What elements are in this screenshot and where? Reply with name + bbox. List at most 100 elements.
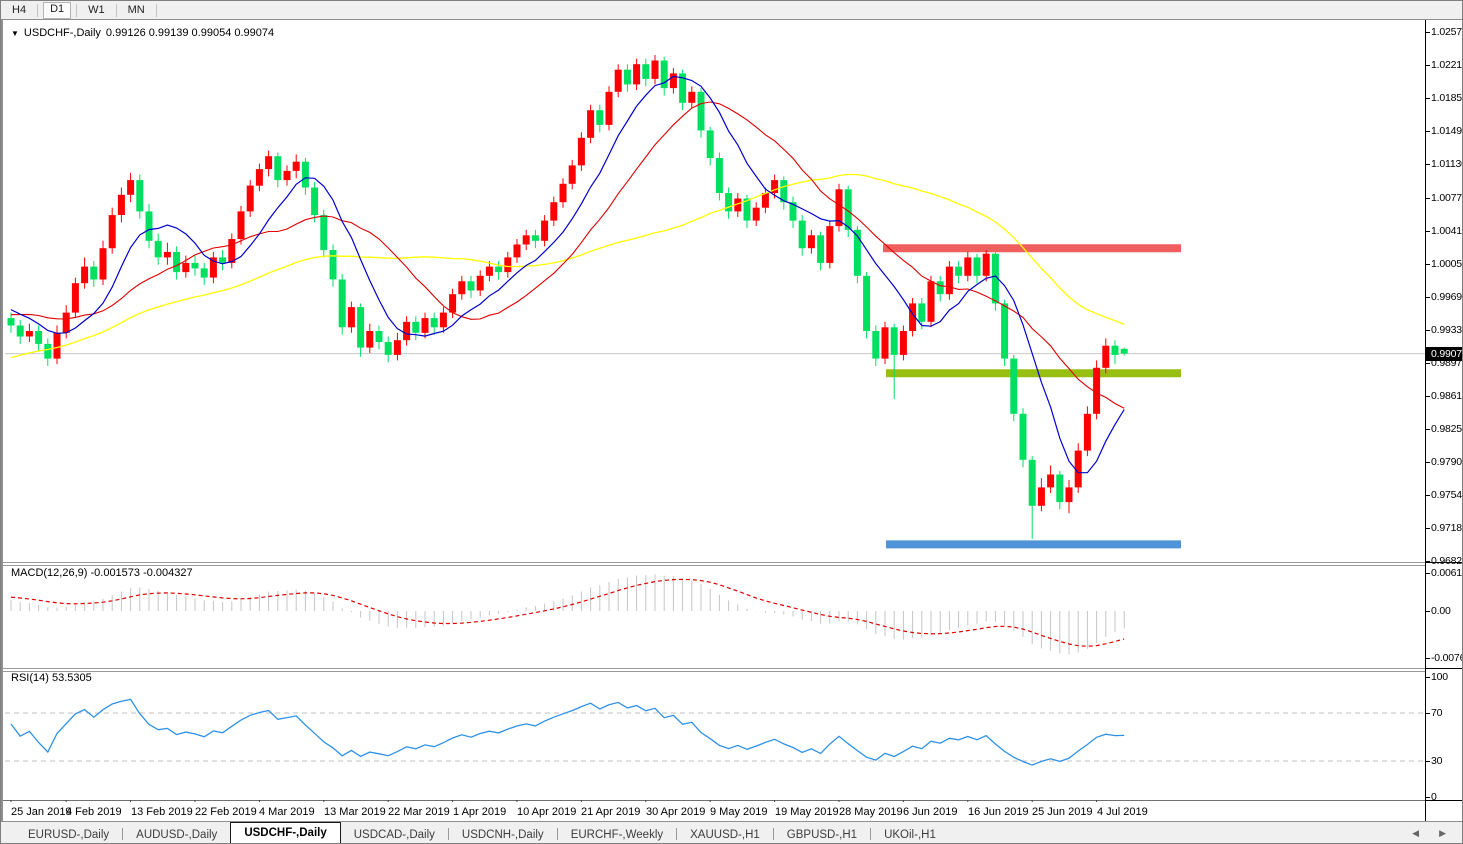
- axis-tick: [1426, 164, 1430, 165]
- price-axis-label: 1.02210: [1431, 59, 1462, 71]
- toolbar-separator: [115, 3, 117, 17]
- chart-canvas[interactable]: [3, 20, 1425, 821]
- chart-window: ▼ USDCHF-,Daily 0.99126 0.99139 0.99054 …: [1, 20, 1462, 821]
- chart-title: ▼ USDCHF-,Daily 0.99126 0.99139 0.99054 …: [11, 27, 274, 39]
- axis-tick: [1426, 65, 1430, 66]
- price-axis-label: 30: [1431, 755, 1443, 767]
- panel-separator: [1426, 562, 1462, 563]
- panel-separator: [1426, 800, 1462, 801]
- panel-separator: [1426, 668, 1462, 669]
- date-axis-label: 28 May 2019: [839, 806, 903, 818]
- price-axis-label: 1.02570: [1431, 26, 1462, 38]
- chart-tab-eurchf-weekly[interactable]: EURCHF-,Weekly: [570, 829, 664, 841]
- axis-tick: [1426, 131, 1430, 132]
- toolbar-separator: [37, 3, 39, 17]
- axis-tick: [1426, 528, 1430, 529]
- axis-tick: [1426, 561, 1430, 562]
- timeframe-button-w1[interactable]: W1: [88, 3, 105, 16]
- axis-tick: [1426, 363, 1430, 364]
- tab-separator: [122, 828, 124, 840]
- date-axis-label: 10 Apr 2019: [517, 806, 577, 818]
- price-axis: 0.99074 1.02570 1.02210 1.01850 1.01490 1.01…: [1425, 20, 1462, 821]
- chart-tab-ukoil-h1[interactable]: UKOil-,H1: [884, 829, 936, 841]
- axis-tick: [1426, 264, 1430, 265]
- timeframe-button-d1[interactable]: D1: [43, 1, 72, 19]
- axis-tick: [1426, 462, 1430, 463]
- symbol-timeframe-label: USDCHF-,Daily: [23, 27, 101, 39]
- axis-tick: [1426, 330, 1430, 331]
- axis-tick: [1426, 797, 1430, 798]
- axis-tick: [1426, 611, 1430, 612]
- axis-tick: [1426, 198, 1430, 199]
- price-axis-label: 1.00410: [1431, 225, 1462, 237]
- price-axis-label: -0.007612: [1431, 652, 1462, 664]
- tab-scroll-arrows: ◀ ▶: [1412, 828, 1446, 839]
- date-axis-label: 4 Mar 2019: [259, 806, 315, 818]
- price-axis-label: 1.01490: [1431, 125, 1462, 137]
- chart-tab-usdcnh-daily[interactable]: USDCNH-,Daily: [461, 829, 544, 841]
- macd-name: MACD(12,26,9): [11, 567, 88, 579]
- date-axis-label: 25 Jun 2019: [1032, 806, 1093, 818]
- date-axis-label: 4 Feb 2019: [66, 806, 122, 818]
- date-axis-label: 19 May 2019: [775, 806, 839, 818]
- date-axis-label: 30 Apr 2019: [646, 806, 706, 818]
- tab-separator: [870, 828, 872, 840]
- macd-current-values: -0.001573 -0.004327: [90, 567, 193, 579]
- timeframe-button-h4[interactable]: H4: [12, 3, 27, 16]
- collapse-chart-icon[interactable]: ▼: [11, 28, 19, 38]
- axis-tick: [1426, 761, 1430, 762]
- chart-tab-usdchf-daily[interactable]: USDCHF-,Daily: [230, 822, 341, 843]
- rsi-indicator-label: RSI(14) 53.5305: [11, 672, 92, 684]
- date-axis-label: 13 Mar 2019: [324, 806, 386, 818]
- date-axis-label: 1 Apr 2019: [453, 806, 507, 818]
- axis-tick: [1426, 98, 1430, 99]
- toolbar-separator: [76, 3, 78, 17]
- plot-area[interactable]: ▼ USDCHF-,Daily 0.99126 0.99139 0.99054 …: [3, 20, 1425, 821]
- rsi-current-value: 53.5305: [51, 672, 92, 684]
- chart-tab-eurusd-daily[interactable]: EURUSD-,Daily: [28, 829, 110, 841]
- price-axis-label: 1.01850: [1431, 92, 1462, 104]
- chart-tab-usdcad-daily[interactable]: USDCAD-,Daily: [353, 829, 435, 841]
- tab-scroll-left-icon[interactable]: ◀: [1412, 828, 1420, 838]
- timeframe-toolbar: H4 D1 W1 MN: [1, 1, 1462, 20]
- axis-tick: [1426, 573, 1430, 574]
- axis-tick: [1426, 429, 1430, 430]
- macd-indicator-label: MACD(12,26,9) -0.001573 -0.004327: [11, 567, 193, 579]
- timeframe-button-mn[interactable]: MN: [127, 3, 145, 16]
- price-axis-label: 1.00770: [1431, 192, 1462, 204]
- date-axis-label: 25 Jan 2019: [11, 806, 72, 818]
- tab-separator: [447, 828, 449, 840]
- axis-tick: [1426, 495, 1430, 496]
- price-axis-label: 100: [1431, 671, 1448, 683]
- tab-separator: [556, 828, 558, 840]
- axis-tick: [1426, 231, 1430, 232]
- price-axis-label: 0.00: [1431, 605, 1451, 617]
- price-axis-label: 0: [1431, 791, 1437, 803]
- current-price-badge: 0.99074: [1426, 347, 1462, 361]
- toolbar-separator: [155, 3, 157, 17]
- axis-tick: [1426, 297, 1430, 298]
- price-axis-label: 1.01130: [1431, 158, 1462, 170]
- price-axis-label: 0.00613: [1431, 567, 1462, 579]
- price-axis-label: 70: [1431, 707, 1443, 719]
- date-axis-label: 13 Feb 2019: [131, 806, 193, 818]
- axis-tick: [1426, 658, 1430, 659]
- date-axis-label: 21 Apr 2019: [581, 806, 641, 818]
- chart-tab-gbpusd-h1[interactable]: GBPUSD-,H1: [786, 829, 858, 841]
- chart-tab-bar: EURUSD-,Daily AUDUSD-,Daily USDCHF-,Daily U…: [1, 821, 1462, 843]
- tab-scroll-right-icon[interactable]: ▶: [1439, 828, 1446, 838]
- chart-tab-xauusd-h1[interactable]: XAUUSD-,H1: [690, 829, 760, 841]
- date-axis-label: 22 Mar 2019: [388, 806, 450, 818]
- chart-tab-audusd-daily[interactable]: AUDUSD-,Daily: [136, 829, 218, 841]
- tab-separator: [772, 828, 774, 840]
- axis-tick: [1426, 396, 1430, 397]
